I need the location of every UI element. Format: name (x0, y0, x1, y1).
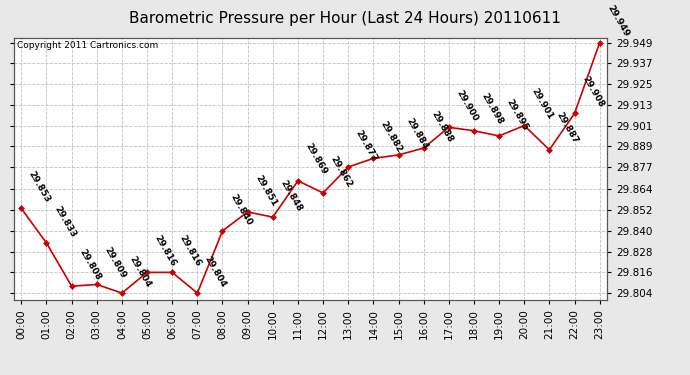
Text: 29.816: 29.816 (152, 234, 178, 268)
Text: 29.862: 29.862 (328, 154, 354, 189)
Text: 29.816: 29.816 (178, 234, 203, 268)
Text: 29.848: 29.848 (278, 178, 304, 213)
Text: Copyright 2011 Cartronics.com: Copyright 2011 Cartronics.com (17, 42, 158, 51)
Text: Barometric Pressure per Hour (Last 24 Hours) 20110611: Barometric Pressure per Hour (Last 24 Ho… (129, 11, 561, 26)
Text: 29.882: 29.882 (379, 120, 404, 154)
Text: 29.901: 29.901 (530, 87, 555, 122)
Text: 29.809: 29.809 (102, 246, 128, 280)
Text: 29.808: 29.808 (77, 248, 102, 282)
Text: 29.804: 29.804 (128, 254, 152, 289)
Text: 29.833: 29.833 (52, 204, 77, 239)
Text: 29.949: 29.949 (605, 4, 631, 39)
Text: 29.908: 29.908 (580, 75, 605, 109)
Text: 29.884: 29.884 (404, 116, 429, 151)
Text: 29.898: 29.898 (480, 92, 504, 127)
Text: 29.888: 29.888 (429, 109, 455, 144)
Text: 29.887: 29.887 (555, 111, 580, 146)
Text: 29.851: 29.851 (253, 173, 278, 208)
Text: 29.877: 29.877 (354, 128, 379, 163)
Text: 29.869: 29.869 (304, 142, 328, 177)
Text: 29.853: 29.853 (27, 170, 52, 204)
Text: 29.895: 29.895 (504, 97, 530, 132)
Text: 29.804: 29.804 (203, 254, 228, 289)
Text: 29.900: 29.900 (454, 88, 480, 123)
Text: 29.840: 29.840 (228, 192, 253, 227)
